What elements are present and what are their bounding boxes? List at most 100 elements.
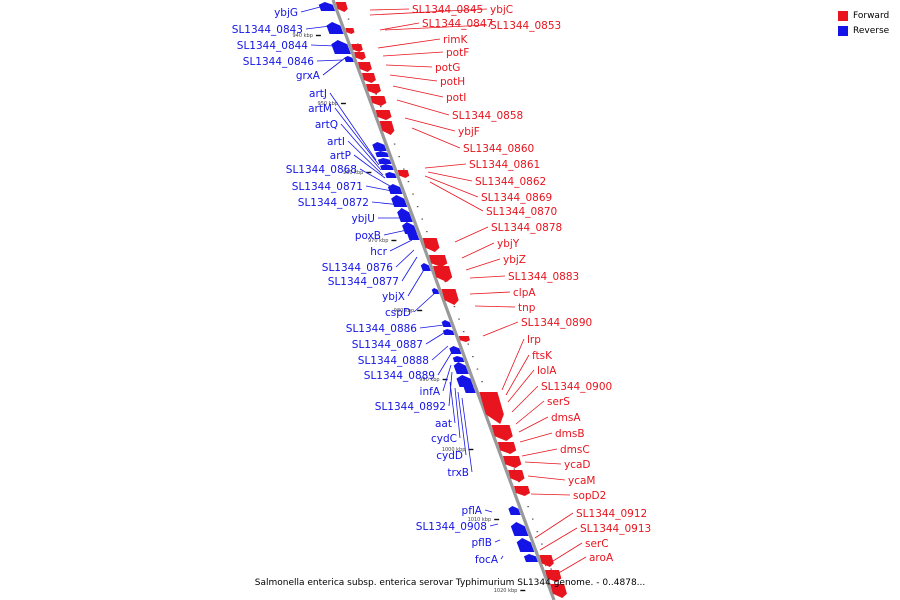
reverse-leader-line [300,5,325,13]
forward-gene-label: SL1344_0847 [422,18,493,30]
legend-reverse-label: Reverse [853,26,890,36]
forward-gene-label: tnp [518,302,536,314]
forward-gene-label: ybjF [458,126,480,138]
reverse-leader-line [316,59,343,62]
forward-gene-label: ftsK [532,350,553,362]
forward-leader-line [501,338,525,391]
ruler-dot [421,218,423,220]
reverse-gene-label: SL1344_0888 [358,355,429,367]
reverse-gene-label: aat [435,418,452,430]
forward-leader-line [534,512,574,539]
reverse-gene-label: focA [475,554,499,566]
forward-gene-label: SL1344_0883 [508,271,579,283]
forward-gene-block [335,2,348,12]
forward-gene-label: SL1344_0870 [486,206,557,218]
reverse-gene-label: grxA [296,70,321,82]
forward-gene-label: potI [446,92,466,104]
reverse-leader-line [353,154,386,179]
forward-gene-label: SL1344_0913 [580,523,651,535]
forward-leader-line [524,461,562,465]
reverse-gene-block [523,554,539,562]
forward-gene-block [458,336,470,342]
reverse-leader-line [413,291,437,313]
forward-leader-line [384,24,488,31]
forward-leader-line [544,542,583,567]
forward-leader-line [427,171,473,182]
forward-leader-line [527,475,566,481]
forward-gene-block [422,238,440,252]
forward-gene-block [428,255,448,267]
reverse-gene-block [331,40,351,54]
ruler-dot [481,381,483,383]
forward-leader-line [382,51,444,57]
reverse-gene-block [326,22,344,34]
reverse-gene-block [431,288,440,294]
reverse-gene-block [375,151,389,157]
forward-gene-block [361,73,376,83]
reverse-gene-block [372,142,387,151]
ruler-dot [453,306,456,308]
forward-leader-line [385,64,433,68]
tick-label: 1010 kbp [468,517,492,523]
forward-leader-line [511,385,539,413]
reverse-leader-line [383,229,408,236]
reverse-gene-block [420,263,431,271]
reverse-leader-line [419,324,445,329]
reverse-gene-label: artJ [309,88,327,100]
forward-gene-block [508,470,525,482]
reverse-gene-label: ybjU [352,213,375,225]
forward-gene-block [357,62,372,72]
genome-backbone [331,0,556,600]
forward-leader-line [539,527,578,551]
reverse-leader-line [461,397,473,473]
forward-gene-block [397,170,410,178]
ruler-dot [536,531,539,533]
reverse-leader-line [484,509,493,513]
reverse-gene-label: cspD [385,307,411,319]
forward-gene-label: SL1344_0861 [469,159,540,171]
forward-leader-line [519,432,553,443]
legend-forward: Forward [838,9,898,23]
forward-gene-label: clpA [513,287,536,299]
ruler-dot [412,193,414,195]
forward-gene-block [370,96,387,106]
forward-leader-line [549,556,587,579]
forward-leader-line [530,493,571,496]
forward-gene-label: SL1344_0912 [576,508,647,520]
ruler-dot [403,168,405,170]
forward-gene-block [441,289,459,305]
forward-gene-block [497,442,517,454]
forward-gene-label: SL1344_0878 [491,222,562,234]
forward-leader-line [389,74,438,82]
ruler-dot [416,206,419,208]
forward-leader-line [369,8,410,11]
reverse-gene-block [397,208,413,222]
reverse-leader-line [329,92,377,161]
legend-reverse: Reverse [838,24,898,38]
reverse-leader-line [442,364,452,392]
forward-gene-label: dmsC [560,444,590,456]
forward-gene-block [379,121,395,135]
forward-gene-label: SL1344_0869 [481,192,552,204]
tick-label: 960 kbp [343,170,363,176]
ruler-dot [426,231,428,233]
forward-gene-label: lolA [537,365,557,377]
reverse-swatch [838,26,848,36]
reverse-gene-label: ybjG [274,7,298,19]
forward-gene-label: lrp [527,334,541,346]
forward-gene-label: aroA [589,552,614,564]
reverse-gene-block [456,375,474,387]
forward-gene-label: serC [585,538,609,550]
reverse-leader-line [500,555,504,560]
forward-leader-line [424,163,467,169]
reverse-gene-block [516,538,535,552]
forward-leader-line [521,448,558,457]
reverse-leader-line [305,25,331,30]
forward-gene-label: dmsB [555,428,585,440]
forward-gene-label: ybjC [490,4,513,16]
reverse-leader-line [340,123,382,171]
forward-leader-line [505,354,530,396]
reverse-leader-line [454,387,461,439]
tick-label: 1000 kbp [442,447,466,453]
